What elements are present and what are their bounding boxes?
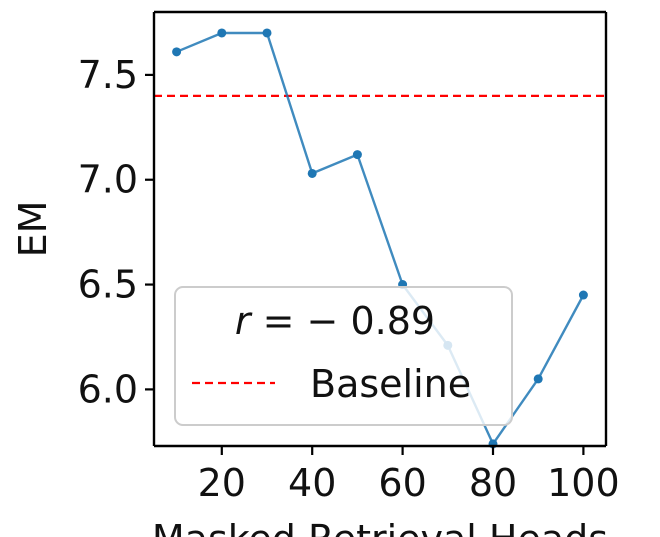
- data-point-10: [172, 47, 182, 57]
- data-point-30: [262, 28, 272, 38]
- legend-annotation-value: = − 0.89: [263, 299, 435, 343]
- y-tick-label: 7.5: [78, 53, 138, 97]
- legend-annotation-var: r: [235, 299, 263, 343]
- data-point-20: [217, 28, 227, 38]
- y-tick-label: 6.5: [78, 263, 138, 307]
- legend-box: [174, 286, 513, 426]
- x-tick-label: 20: [198, 461, 246, 505]
- y-tick-label: 6.0: [78, 367, 138, 411]
- series-line: [176, 31, 585, 446]
- legend-entry-baseline: Baseline: [310, 362, 471, 406]
- x-tick-label: 80: [469, 461, 517, 505]
- axis-layer: 6.0 6.5 7.0 7.5 20 40 60 80 100 Masked Retrieval …: [11, 10, 620, 537]
- y-axis-label: EM: [11, 201, 55, 258]
- data-point-50: [352, 150, 362, 160]
- y-tick-label: 7.0: [78, 158, 138, 202]
- x-tick-label: 40: [288, 461, 336, 505]
- x-axis-label: Masked Retrieval Heads: [152, 517, 608, 537]
- legend: r = − 0.89 Baseline: [174, 286, 513, 426]
- legend-annotation: r = − 0.89: [235, 299, 435, 343]
- data-point-90: [533, 374, 543, 384]
- x-tick-label: 100: [547, 461, 620, 505]
- data-point-40: [307, 168, 317, 178]
- x-tick-label: 60: [378, 461, 426, 505]
- data-point-100: [578, 290, 588, 300]
